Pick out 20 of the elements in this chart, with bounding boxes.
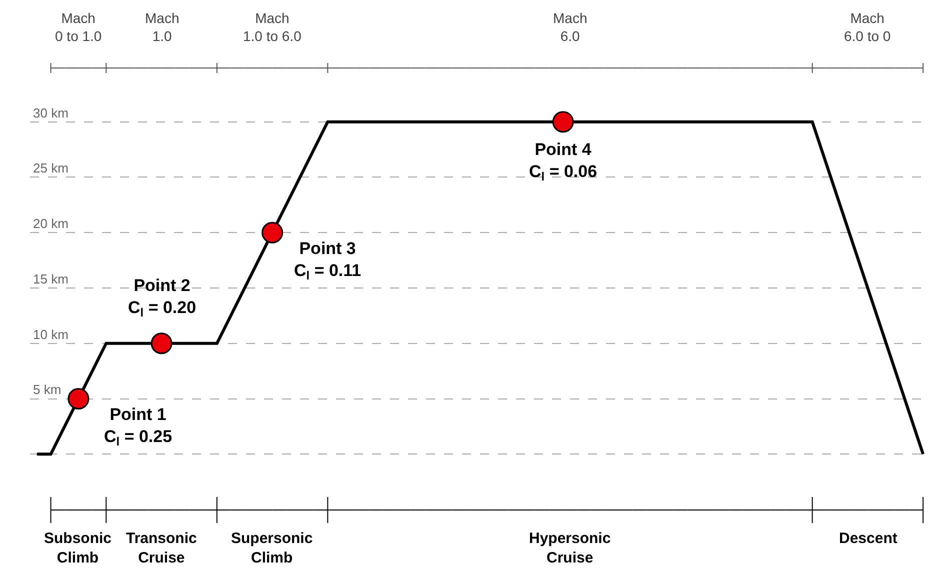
annotation: Supersonic Climb: [231, 530, 313, 566]
annotation: Subsonic Climb: [44, 530, 112, 566]
annotation: Mach 6.0 to 0: [844, 10, 891, 44]
annotation: Point 4 C$_{l}$ = 0.06: [529, 140, 598, 184]
annotation: Mach 1.0: [145, 10, 180, 44]
annotation: Point 1 C$_{l}$ = 0.25: [104, 405, 172, 449]
y-tick-label: 5 km: [33, 382, 62, 398]
annotation: Mach 6.0: [553, 10, 588, 44]
y-tick-label: 10 km: [33, 326, 68, 342]
y-tick-label: 15 km: [33, 271, 68, 286]
annotation: Point 2 C$_{l}$ = 0.20: [128, 276, 196, 320]
annotation: Transonic Cruise: [126, 530, 197, 566]
annotation: Point 3 C$_{l}$ = 0.11: [294, 239, 362, 283]
annotation: Mach 1.0 to 6.0: [243, 10, 302, 44]
y-tick-label: 20 km: [33, 216, 68, 232]
y-tick-label: 30 km: [33, 105, 68, 120]
annotation: Hypersonic Cruise: [529, 530, 611, 566]
annotation: Descent: [839, 530, 898, 547]
y-tick-label: 25 km: [33, 160, 68, 176]
annotation: Mach 0 to 1.0: [55, 10, 102, 44]
